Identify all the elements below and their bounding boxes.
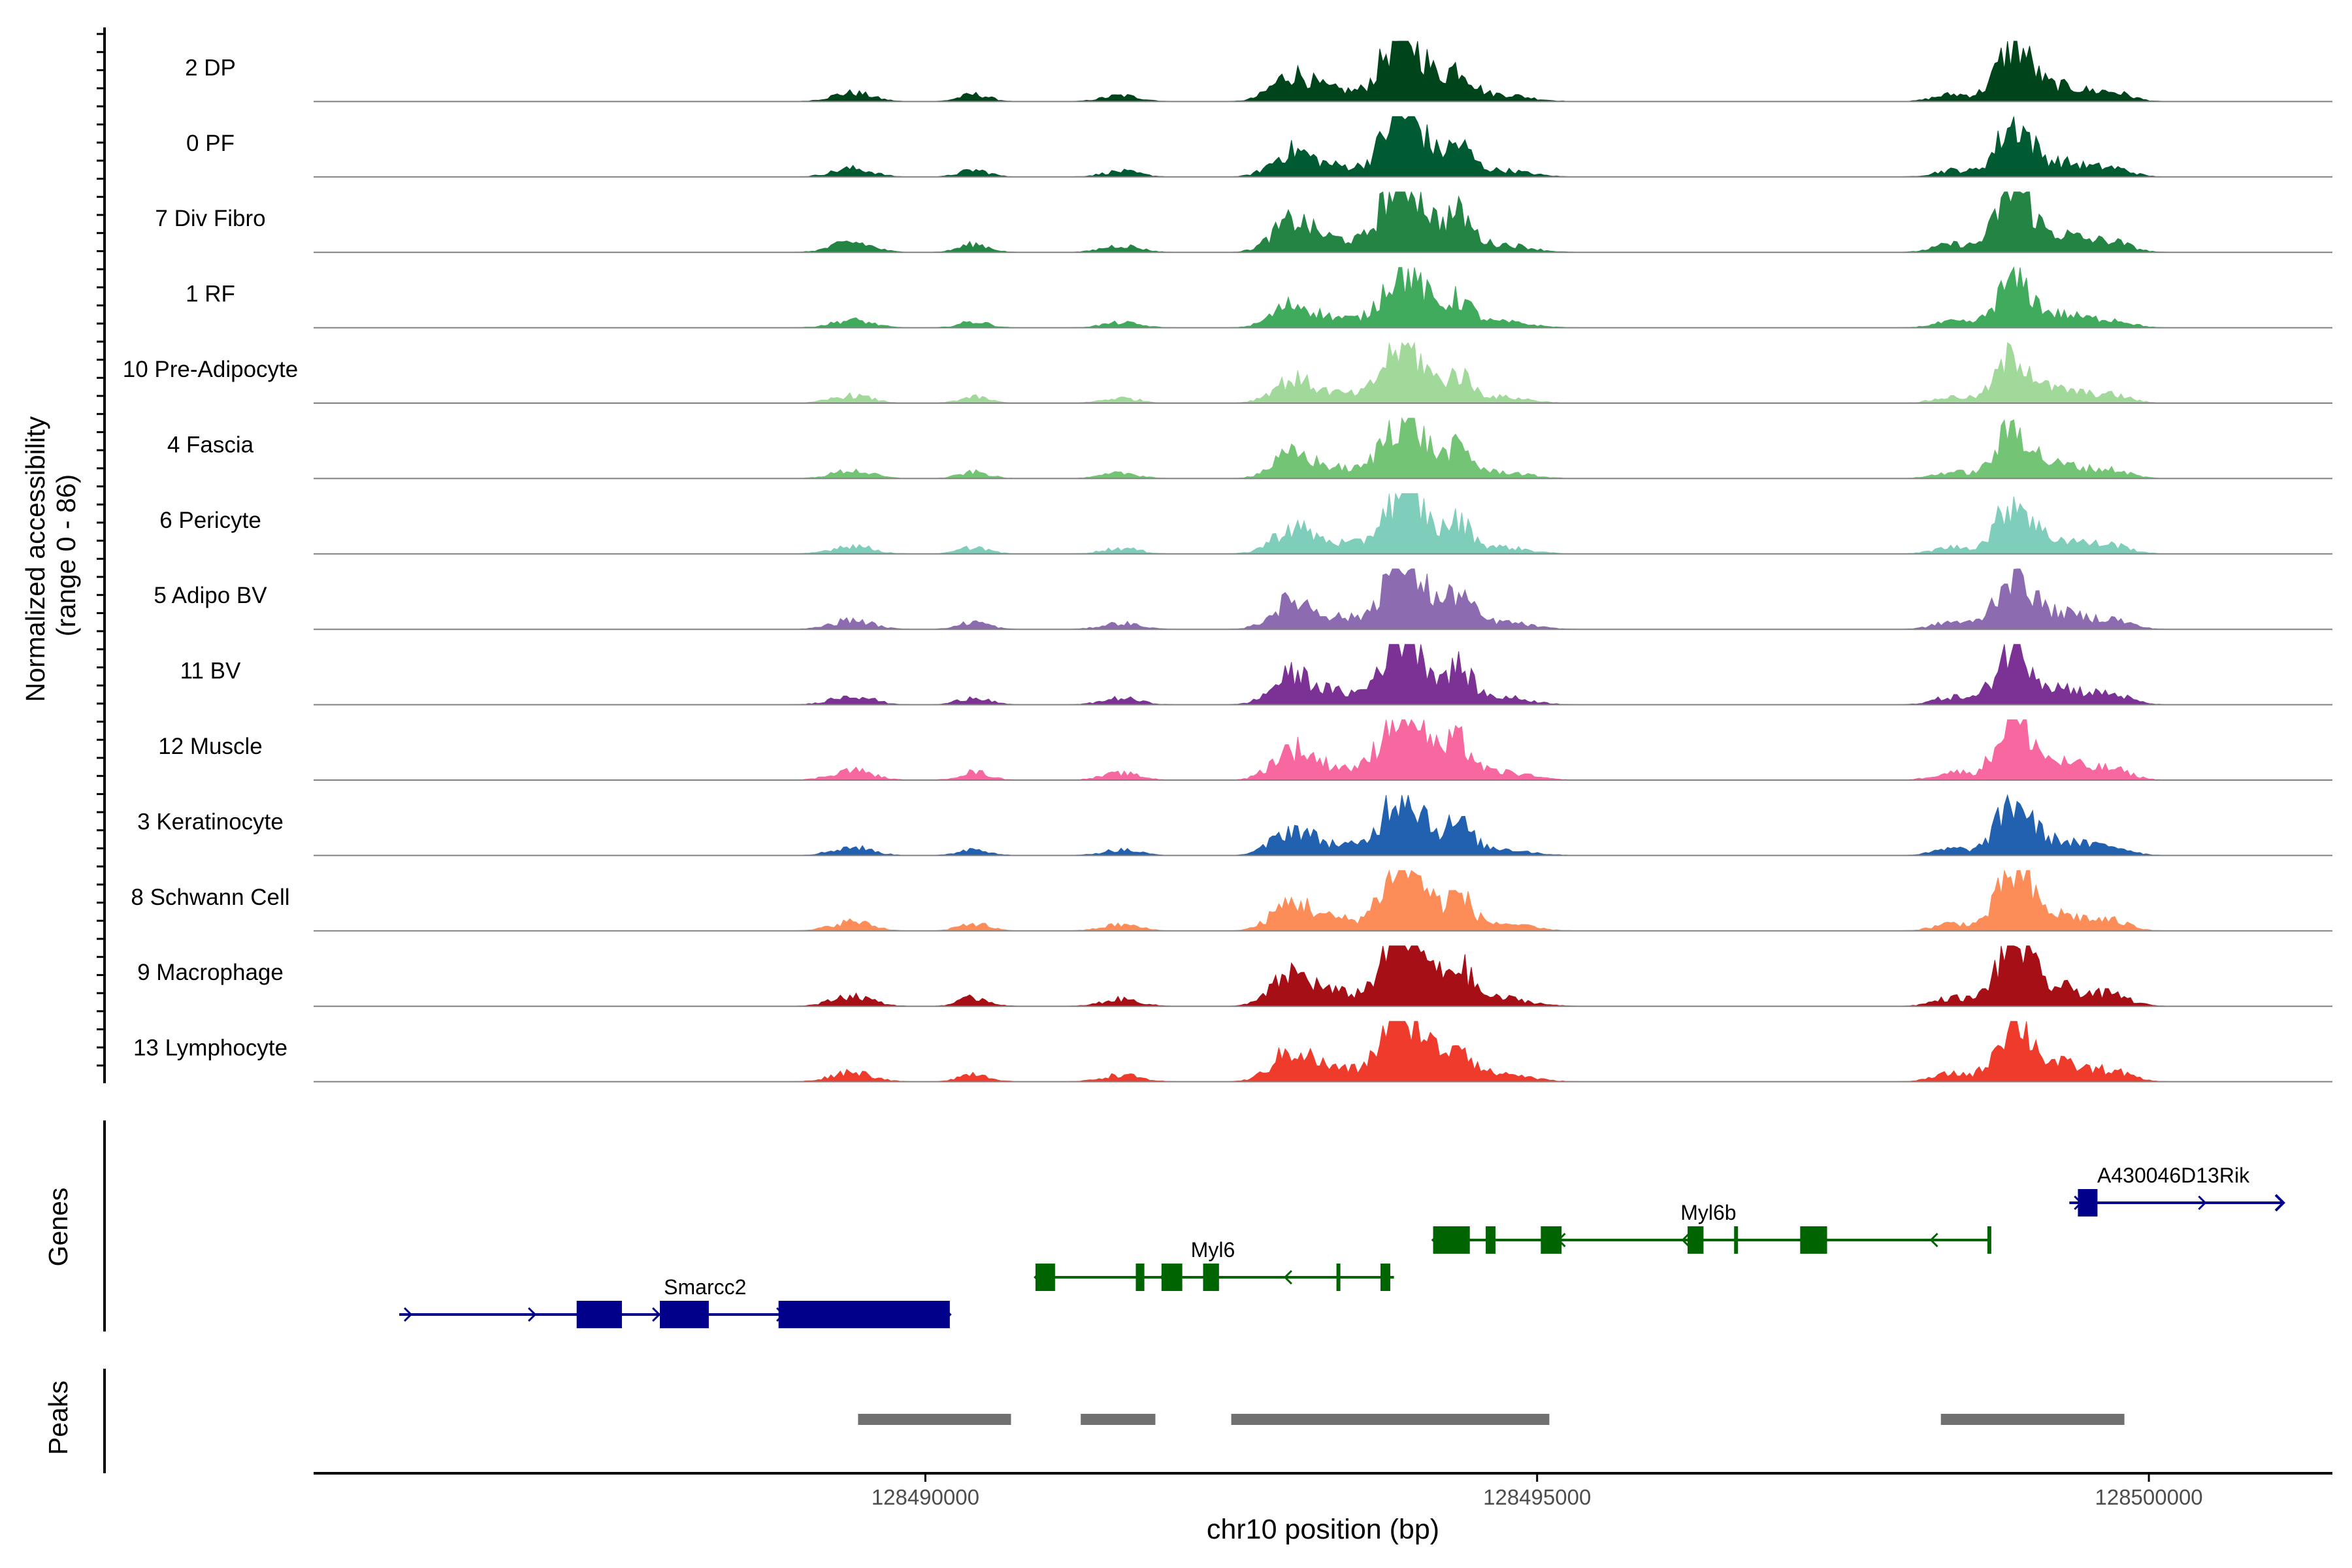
track-12: 8 Schwann Cell xyxy=(131,869,2332,932)
track-signal xyxy=(314,341,2332,404)
track-label: 1 RF xyxy=(186,282,235,307)
strand-arrow xyxy=(1283,1269,1292,1285)
track-signal xyxy=(314,417,2332,479)
track-11: 3 Keratinocyte xyxy=(137,794,2332,857)
x-tick-label: 128495000 xyxy=(1483,1485,1591,1509)
gene-label: A430046D13Rik xyxy=(2097,1164,2250,1187)
gene-myl6b: Myl6b xyxy=(1431,1201,1991,1254)
gene-smarcc2: Smarcc2 xyxy=(399,1275,952,1328)
gene-exon xyxy=(659,1301,709,1328)
track-signal xyxy=(314,945,2332,1007)
peaks-layer xyxy=(858,1414,2125,1425)
track-7: 6 Pericyte xyxy=(159,492,2332,555)
track-signal xyxy=(314,191,2332,253)
gene-exon xyxy=(1688,1226,1704,1254)
gene-exon xyxy=(1800,1226,1827,1254)
gene-label: Smarcc2 xyxy=(664,1275,746,1299)
y-axis-title: Normalized accessibility (range 0 - 86) xyxy=(20,409,81,702)
track-label: 3 Keratinocyte xyxy=(137,809,284,834)
track-signal xyxy=(314,568,2332,630)
peak-bar xyxy=(1231,1414,1550,1425)
gene-exon xyxy=(1035,1264,1055,1291)
strand-arrow xyxy=(2198,1195,2207,1211)
gene-a430046d13rik: A430046D13Rik xyxy=(2069,1164,2285,1217)
genes-section-title: Genes xyxy=(43,1188,73,1267)
track-2: 0 PF xyxy=(186,116,2332,178)
track-label: 8 Schwann Cell xyxy=(131,885,289,910)
track-5: 10 Pre-Adipocyte xyxy=(123,341,2332,404)
track-signal xyxy=(314,1021,2332,1083)
track-label: 5 Adipo BV xyxy=(154,583,267,608)
gene-exon xyxy=(1336,1264,1341,1291)
tracks-layer: 2 DP 0 PF 7 Div Fibro 1 RF 10 Pre-Adipocyte 4… xyxy=(123,41,2332,1083)
track-13: 9 Macrophage xyxy=(137,945,2332,1007)
gene-exon xyxy=(2078,1189,2098,1217)
track-label: 12 Muscle xyxy=(158,734,263,759)
track-signal xyxy=(314,644,2332,706)
track-8: 5 Adipo BV xyxy=(154,568,2332,630)
gene-exon xyxy=(1486,1226,1496,1254)
strand-arrow xyxy=(1681,1232,1690,1248)
track-signal xyxy=(314,41,2332,102)
track-label: 6 Pericyte xyxy=(159,508,261,533)
track-label: 13 Lymphocyte xyxy=(133,1036,287,1061)
gene-exon xyxy=(1203,1264,1219,1291)
track-signal xyxy=(314,492,2332,555)
strand-arrow xyxy=(2274,1194,2285,1212)
track-label: 2 DP xyxy=(185,55,236,80)
x-tick-label: 128500000 xyxy=(2095,1485,2202,1509)
strand-arrow xyxy=(1929,1232,1938,1248)
track-14: 13 Lymphocyte xyxy=(133,1021,2332,1083)
strand-arrow xyxy=(404,1307,413,1322)
genes-layer: Smarcc2 Myl6 Myl6b A430046D13Rik xyxy=(399,1164,2285,1328)
strand-arrow xyxy=(652,1307,661,1322)
gene-label: Myl6b xyxy=(1680,1201,1736,1224)
track-9: 11 BV xyxy=(180,644,2332,706)
track-signal xyxy=(314,794,2332,856)
track-label: 7 Div Fibro xyxy=(155,206,265,231)
track-label: 10 Pre-Adipocyte xyxy=(123,357,298,382)
track-label: 9 Macrophage xyxy=(137,960,284,985)
track-label: 11 BV xyxy=(180,659,241,684)
gene-exon xyxy=(1161,1264,1183,1291)
track-signal xyxy=(314,719,2332,781)
track-1: 2 DP xyxy=(185,41,2332,103)
strand-arrow xyxy=(528,1307,537,1322)
gene-exon xyxy=(1135,1264,1145,1291)
gene-label: Myl6 xyxy=(1191,1238,1235,1262)
track-signal xyxy=(314,266,2332,329)
track-signal xyxy=(314,116,2332,178)
track-10: 12 Muscle xyxy=(158,719,2332,781)
gene-exon xyxy=(778,1301,950,1328)
x-tick-label: 128490000 xyxy=(872,1485,979,1509)
gene-myl6: Myl6 xyxy=(1034,1238,1394,1291)
x-axis-title: chr10 position (bp) xyxy=(1207,1514,1439,1545)
gene-exon xyxy=(1433,1226,1470,1254)
track-6: 4 Fascia xyxy=(167,417,2332,480)
y-axis-title-line-1: Normalized accessibility xyxy=(20,416,50,702)
gene-exon xyxy=(576,1301,622,1328)
peak-bar xyxy=(858,1414,1011,1425)
gene-exon xyxy=(1541,1226,1562,1254)
track-label: 4 Fascia xyxy=(167,432,254,457)
gene-exon xyxy=(1987,1226,1991,1254)
y-axis-title-line-2: (range 0 - 86) xyxy=(51,474,81,636)
track-3: 7 Div Fibro xyxy=(155,191,2332,253)
gene-exon xyxy=(1380,1264,1390,1291)
track-4: 1 RF xyxy=(186,266,2332,329)
x-axis: 128490000 128495000 128500000 xyxy=(314,1472,2332,1509)
track-label: 0 PF xyxy=(186,131,235,156)
peaks-section-title: Peaks xyxy=(43,1380,73,1455)
track-signal xyxy=(314,869,2332,932)
gene-exon xyxy=(1734,1226,1739,1254)
axes-layer xyxy=(97,27,106,1473)
peak-bar xyxy=(1081,1414,1156,1425)
peak-bar xyxy=(1940,1414,2125,1425)
